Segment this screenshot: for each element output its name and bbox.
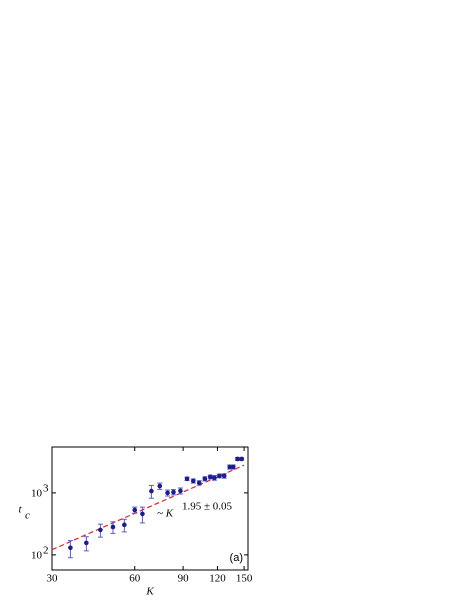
data-point [221,473,227,479]
data-point [227,464,233,470]
plot-frame [51,446,249,571]
annotation-exponent: 1.95 ± 0.05 [182,501,233,513]
data-point [98,527,103,533]
x-tick-label: 150 [236,573,253,585]
y-axis-label: t [18,504,22,516]
data-point [235,456,240,462]
data-point [149,488,154,494]
data-point [207,474,213,480]
y-tick-label: 10 [31,487,43,499]
data-point [84,540,89,546]
data-point [132,507,138,513]
y-tick-exponent: 2 [43,544,49,556]
data-point [140,511,145,517]
data-point [165,490,170,496]
data-point [184,476,190,482]
data-point [110,524,116,530]
x-tick-label: 90 [178,573,190,585]
x-tick-label: 30 [47,573,59,585]
data-point [239,456,244,462]
data-point [190,478,196,484]
data-point [68,545,73,551]
panel-label: (a) [230,552,243,564]
y-axis-label-sub: c [25,510,30,522]
y-tick-exponent: 3 [43,482,49,494]
data-point [230,464,236,470]
data-point [202,476,208,482]
data-point [212,475,217,481]
data-point [196,480,202,486]
x-tick-label: 60 [129,573,141,585]
data-point [157,483,163,489]
fit-line [51,464,245,551]
data-point [122,522,127,528]
x-tick-label: 120 [209,573,226,585]
x-axis-label: K [145,586,154,598]
data-point [178,488,183,494]
y-tick-label: 10 [31,549,43,561]
annotation: ~ K [157,508,174,520]
data-point [171,489,176,495]
data-point [217,473,222,479]
